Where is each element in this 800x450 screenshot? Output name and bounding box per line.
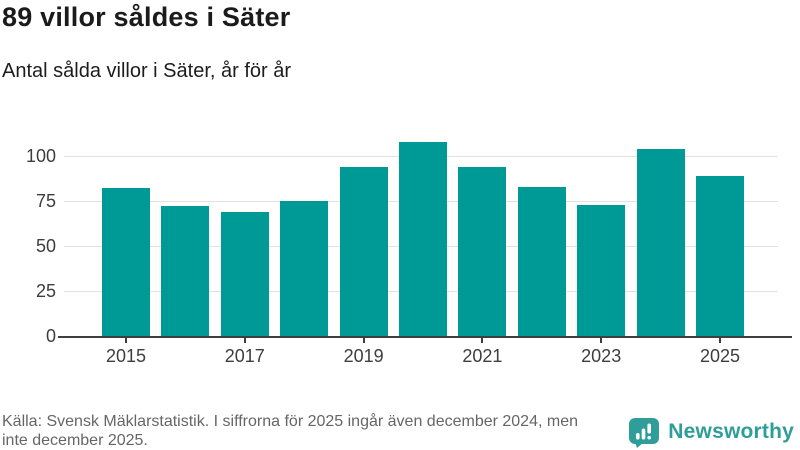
x-axis-tick-2019 bbox=[362, 338, 365, 343]
x-axis-tick-2023 bbox=[600, 338, 603, 343]
newsworthy-speech-bubble-bars-icon bbox=[628, 416, 661, 448]
x-axis-tick-2017 bbox=[243, 338, 246, 343]
bar-2023 bbox=[577, 204, 626, 336]
x-axis-label-2025: 2025 bbox=[699, 346, 741, 366]
y-axis-label-50: 50 bbox=[35, 236, 56, 256]
source-note: Källa: Svensk Mäklarstatistik. I siffror… bbox=[2, 412, 578, 450]
bar-2017 bbox=[220, 211, 269, 336]
x-axis-tick-2025 bbox=[719, 338, 721, 343]
newsworthy-logo-text: Newsworthy bbox=[668, 420, 794, 443]
y-axis-label-100: 100 bbox=[25, 146, 56, 166]
newsworthy-logo: Newsworthy bbox=[628, 416, 794, 448]
y-axis-label-75: 75 bbox=[35, 191, 56, 211]
x-axis-label-2015: 2015 bbox=[105, 346, 147, 366]
source-note-line1: Källa: Svensk Mäklarstatistik. I siffror… bbox=[2, 413, 578, 430]
bar-2016 bbox=[161, 206, 210, 336]
x-axis-label-2019: 2019 bbox=[343, 346, 384, 366]
chart-subtitle: Antal sålda villor i Säter, år för år bbox=[2, 60, 292, 82]
bar-2025 bbox=[696, 175, 744, 336]
y-axis-label-25: 25 bbox=[35, 281, 56, 301]
y-axis-label-0: 0 bbox=[45, 326, 56, 346]
bar-2020 bbox=[399, 141, 447, 336]
bar-2018 bbox=[280, 201, 329, 336]
x-axis-label-2023: 2023 bbox=[581, 346, 622, 366]
bar-2021 bbox=[458, 166, 507, 336]
bar-2022 bbox=[517, 186, 566, 336]
x-axis-label-2021: 2021 bbox=[462, 346, 503, 366]
x-axis-tick-2015 bbox=[125, 338, 127, 343]
chart-title: 89 villor såldes i Säter bbox=[2, 2, 291, 32]
source-note-line2: inte december 2025. bbox=[2, 432, 148, 449]
bar-2015 bbox=[102, 188, 150, 336]
bar-2019 bbox=[339, 166, 388, 336]
bar-2024 bbox=[636, 148, 685, 336]
x-axis-label-2017: 2017 bbox=[224, 346, 265, 366]
x-axis-tick-2021 bbox=[481, 338, 484, 343]
x-axis-line bbox=[58, 336, 792, 338]
bar-chart: 0 25 50 75 100 2015 2017 2019 2021 2023 2025 bbox=[25, 141, 792, 366]
